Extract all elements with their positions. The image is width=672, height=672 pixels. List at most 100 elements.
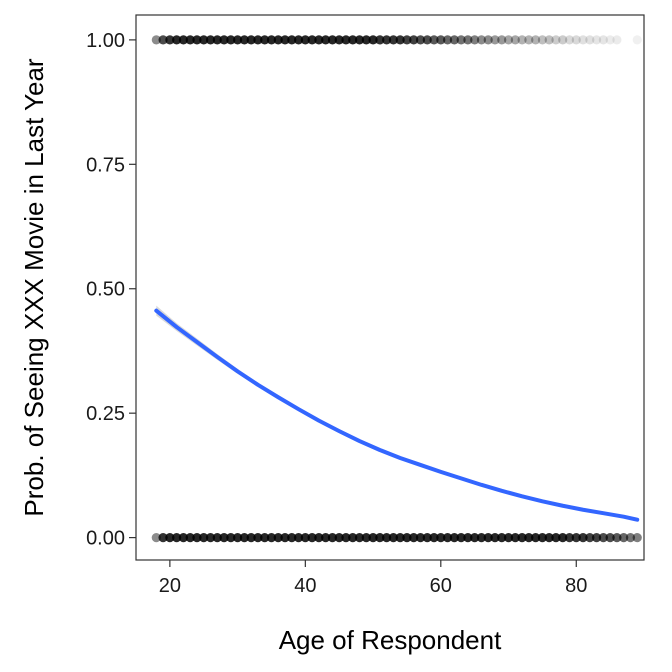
data-point <box>476 35 487 45</box>
data-point <box>585 533 595 543</box>
data-point <box>415 533 426 543</box>
data-point <box>314 533 324 543</box>
data-point <box>544 533 554 543</box>
data-point <box>422 533 432 543</box>
data-point <box>172 35 182 45</box>
data-point <box>388 35 398 45</box>
data-point <box>226 35 236 45</box>
data-point <box>165 533 175 543</box>
x-tick-label: 40 <box>294 575 316 597</box>
data-point <box>300 35 310 45</box>
data-point <box>307 35 317 45</box>
data-point <box>287 533 297 543</box>
data-point <box>341 533 351 543</box>
data-point <box>632 533 642 543</box>
data-point <box>178 533 189 543</box>
data-point <box>517 533 527 543</box>
data-point <box>517 35 527 45</box>
data-point <box>395 533 405 543</box>
data-point <box>531 35 541 45</box>
data-point <box>334 533 344 543</box>
data-point <box>571 35 581 45</box>
data-point <box>605 35 615 45</box>
data-point <box>564 533 575 543</box>
data-point <box>273 35 283 45</box>
data-point <box>402 533 412 543</box>
data-point <box>551 533 561 543</box>
data-point <box>348 533 358 543</box>
data-point <box>544 35 554 45</box>
data-point <box>598 35 608 45</box>
data-point <box>429 533 439 543</box>
y-tick-label: 0.50 <box>86 279 125 301</box>
data-point <box>293 35 304 45</box>
data-point <box>321 35 331 45</box>
data-point <box>470 35 480 45</box>
data-point <box>591 35 602 45</box>
data-point <box>490 35 500 45</box>
data-point <box>226 533 236 543</box>
data-point <box>239 35 249 45</box>
data-point <box>341 35 351 45</box>
data-point <box>497 533 507 543</box>
data-point <box>605 533 615 543</box>
data-point <box>537 35 548 45</box>
y-tick-label: 0.25 <box>86 403 125 425</box>
data-point <box>205 533 216 543</box>
confidence-band-layer <box>156 305 638 521</box>
data-point <box>510 533 520 543</box>
y-tick-label: 0.75 <box>86 154 125 176</box>
data-point <box>375 533 385 543</box>
data-point <box>185 35 195 45</box>
data-point <box>246 35 256 45</box>
data-point <box>233 533 243 543</box>
data-point <box>395 35 405 45</box>
data-point <box>463 533 473 543</box>
data-point <box>273 533 283 543</box>
y-tick-label: 0.00 <box>86 528 125 550</box>
data-point <box>151 35 161 45</box>
points-layer <box>151 35 642 543</box>
data-point <box>151 533 161 543</box>
data-point <box>388 533 398 543</box>
data-point <box>490 533 500 543</box>
data-point <box>436 533 446 543</box>
data-point <box>253 35 263 45</box>
data-point <box>571 533 581 543</box>
data-point <box>266 533 277 543</box>
x-tick-label: 60 <box>430 575 452 597</box>
data-point <box>185 533 195 543</box>
data-point <box>578 35 588 45</box>
data-point <box>300 533 310 543</box>
data-point <box>510 35 520 45</box>
data-point <box>314 35 324 45</box>
data-point <box>625 533 636 543</box>
data-point <box>463 35 473 45</box>
data-point <box>348 35 358 45</box>
data-point <box>619 533 629 543</box>
confidence-band <box>156 305 638 521</box>
y-tick-label: 1.00 <box>86 30 125 52</box>
data-point <box>524 35 534 45</box>
data-point <box>266 35 277 45</box>
data-point <box>449 35 459 45</box>
data-point <box>368 35 378 45</box>
data-point <box>321 533 331 543</box>
data-point <box>219 35 229 45</box>
data-point <box>497 35 507 45</box>
data-point <box>287 35 297 45</box>
data-point <box>253 533 263 543</box>
data-point <box>612 533 622 543</box>
data-point <box>354 533 365 543</box>
data-point <box>158 35 168 45</box>
data-point <box>192 35 202 45</box>
data-point <box>551 35 561 45</box>
data-point <box>178 35 189 45</box>
data-point <box>503 35 514 45</box>
data-point <box>199 35 209 45</box>
data-point <box>470 533 480 543</box>
data-point <box>354 35 365 45</box>
data-point <box>415 35 426 45</box>
data-point <box>158 533 168 543</box>
x-axis-title: Age of Respondent <box>279 625 502 655</box>
